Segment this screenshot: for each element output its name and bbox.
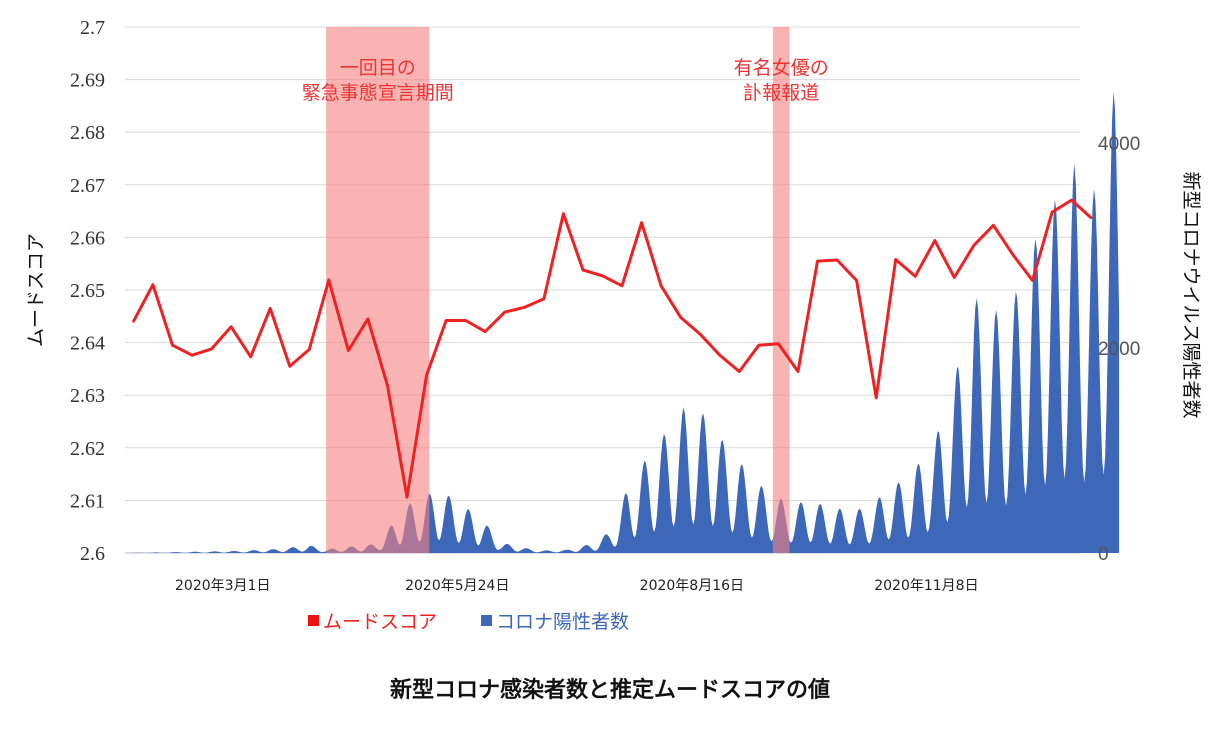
mood-score-polyline xyxy=(132,198,1093,499)
left-axis-label: ムードスコア xyxy=(25,233,47,347)
x-tick-label: 2020年8月16日 xyxy=(640,578,744,594)
right-tick-label: 4000 xyxy=(1098,134,1140,155)
mood-score-point xyxy=(484,330,487,333)
left-tick-label: 2.69 xyxy=(70,70,105,92)
annotation-label: 緊急事態宣言期間 xyxy=(302,82,454,104)
mood-score-point xyxy=(229,325,233,329)
mood-score-line xyxy=(132,198,1093,499)
left-tick-label: 2.7 xyxy=(80,17,105,39)
mood-score-point xyxy=(699,332,702,336)
left-tick-label: 2.63 xyxy=(70,385,105,407)
mood-score-point xyxy=(151,283,155,286)
cases-area-path xyxy=(125,91,1120,553)
left-tick-label: 2.6 xyxy=(80,543,105,565)
annotation-label: 一回目の xyxy=(340,57,416,79)
x-tick-label: 2020年11月8日 xyxy=(874,578,978,594)
mood-score-point xyxy=(992,224,995,227)
mood-score-point xyxy=(1089,216,1093,220)
shaded-period-2 xyxy=(772,27,790,553)
mood-score-point xyxy=(171,344,174,347)
mood-score-point xyxy=(1050,210,1054,214)
legend-label-cases: コロナ陽性者数 xyxy=(496,611,630,633)
mood-score-point xyxy=(816,259,819,263)
mood-score-point xyxy=(679,316,682,319)
mood-score-point xyxy=(835,258,839,262)
mood-score-point xyxy=(562,212,565,215)
legend-item-cases: コロナ陽性者数 xyxy=(481,607,629,634)
right-tick-label: 2000 xyxy=(1098,339,1140,360)
mood-score-point xyxy=(581,268,585,272)
left-tick-label: 2.66 xyxy=(70,227,105,249)
mood-score-point xyxy=(269,307,272,310)
mood-score-point xyxy=(796,370,800,373)
legend: ムードスコア コロナ陽性者数 xyxy=(308,607,629,634)
mood-score-point xyxy=(874,396,878,400)
mood-score-point xyxy=(308,348,311,351)
mood-score-point xyxy=(210,347,213,351)
mood-score-point xyxy=(190,354,194,357)
figure-caption: 新型コロナ感染者数と推定ムードスコアの値 xyxy=(389,677,830,703)
mood-score-point xyxy=(659,284,663,287)
mood-score-point xyxy=(718,354,721,357)
mood-score-point xyxy=(620,284,624,287)
mood-score-point xyxy=(132,320,135,323)
mood-score-point xyxy=(405,496,409,499)
left-tick-label: 2.64 xyxy=(70,333,105,355)
left-tick-label: 2.62 xyxy=(70,438,105,460)
mood-score-point xyxy=(933,239,936,242)
mood-score-point xyxy=(601,274,604,277)
mood-score-point xyxy=(386,384,389,387)
mood-score-point xyxy=(288,365,291,368)
chart: 2.6 2.61 2.62 2.63 2.64 2.65 2.66 2.67 2.68 2.69 2… xyxy=(25,17,1202,594)
mood-score-point xyxy=(542,297,546,301)
mood-score-point xyxy=(1011,253,1015,256)
left-tick-label: 2.65 xyxy=(70,280,105,302)
legend-item-mood: ムードスコア xyxy=(308,607,437,634)
mood-score-point xyxy=(738,370,741,373)
left-tick-label: 2.67 xyxy=(70,175,105,197)
mood-score-point xyxy=(855,279,858,282)
mood-score-point xyxy=(972,244,976,247)
mood-score-point xyxy=(914,275,917,278)
mood-score-point xyxy=(327,278,331,282)
x-tick-label: 2020年3月1日 xyxy=(175,578,270,594)
mood-score-point xyxy=(640,221,643,224)
shaded-period-1 xyxy=(326,27,430,553)
mood-score-point xyxy=(953,276,956,279)
mood-score-point xyxy=(1070,198,1073,202)
mood-score-point xyxy=(249,355,252,359)
mood-score-point xyxy=(523,306,526,309)
left-axis: 2.6 2.61 2.62 2.63 2.64 2.65 2.66 2.67 2.68 2.69 2… xyxy=(70,17,105,565)
positive-cases-area xyxy=(125,27,1120,553)
legend-swatch-mood xyxy=(308,615,319,626)
annotation-label: 訃報報道 xyxy=(743,82,819,104)
legend-label-mood: ムードスコア xyxy=(323,611,438,633)
mood-score-point xyxy=(777,342,780,345)
mood-score-point xyxy=(347,349,350,352)
mood-score-point xyxy=(464,319,467,322)
right-axis: 0 2000 4000 xyxy=(1098,134,1140,565)
right-axis-label: 新型コロナウイルス陽性者数 xyxy=(1180,171,1202,418)
right-tick-label: 0 xyxy=(1098,544,1109,565)
mood-score-point xyxy=(894,258,897,261)
x-tick-label: 2020年5月24日 xyxy=(405,578,509,594)
annotation-label: 有名女優の xyxy=(734,57,829,79)
legend-swatch-cases xyxy=(481,615,493,626)
mood-score-point xyxy=(366,317,370,321)
left-tick-label: 2.61 xyxy=(70,490,105,512)
mood-score-point xyxy=(503,310,506,314)
x-axis: 2020年3月1日 2020年5月24日 2020年8月16日 2020年11月8日 xyxy=(175,578,979,594)
left-tick-label: 2.68 xyxy=(70,122,105,144)
mood-score-point xyxy=(757,344,761,347)
mood-score-point xyxy=(444,319,448,322)
mood-score-point xyxy=(1031,279,1034,282)
mood-score-point xyxy=(425,374,428,377)
